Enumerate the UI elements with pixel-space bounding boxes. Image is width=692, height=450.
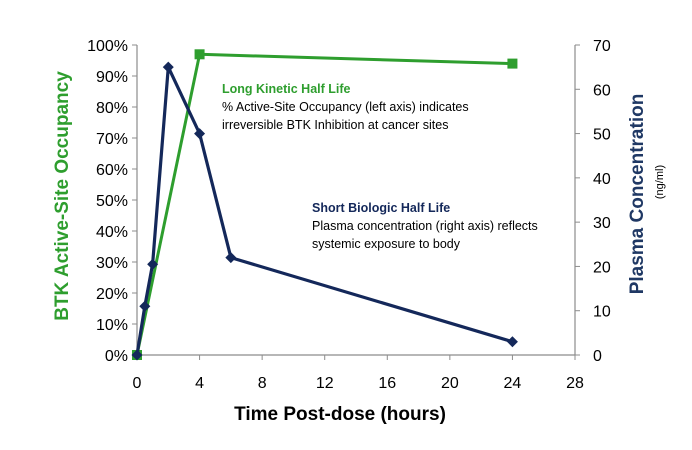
right-tick-label: 40 [593,171,611,188]
left-tick-label: 90% [96,69,128,86]
annotation-title: Long Kinetic Half Life [222,82,351,96]
right-axis-ticks: 0 10 20 30 40 50 60 70 [575,38,611,365]
data-point [131,349,143,361]
x-tick-label: 16 [378,375,396,392]
x-tick-label: 0 [133,375,142,392]
data-point [506,336,518,348]
x-axis-ticks: 0 4 8 12 16 20 24 28 [133,355,584,392]
left-tick-label: 80% [96,100,128,117]
left-tick-label: 30% [96,255,128,272]
left-tick-label: 40% [96,224,128,241]
annotation-title: Short Biologic Half Life [312,201,450,215]
y-axis-unit-right: (ng/ml) [654,165,666,199]
x-tick-label: 28 [566,375,584,392]
data-point [225,252,237,264]
data-point [147,258,159,270]
left-axis-ticks: 0% 10% 20% 30% 40% 50% 60% 70% 80% 90% 100% [87,38,137,365]
x-tick-label: 8 [258,375,267,392]
right-tick-label: 30 [593,215,611,232]
left-tick-label: 60% [96,162,128,179]
left-tick-label: 70% [96,131,128,148]
annotation-line: % Active-Site Occupancy (left axis) indi… [222,100,469,114]
right-tick-label: 20 [593,259,611,276]
left-tick-label: 10% [96,317,128,334]
series-layer [131,49,518,361]
annotation-line: Plasma concentration (right axis) reflec… [312,219,538,233]
right-tick-label: 50 [593,127,611,144]
x-tick-label: 12 [316,375,334,392]
data-point [162,61,174,73]
x-tick-label: 24 [504,375,522,392]
data-point [139,300,151,312]
x-axis-label: Time Post-dose (hours) [234,404,446,425]
x-tick-label: 4 [195,375,204,392]
data-point [194,49,205,60]
axes [136,45,576,356]
data-point [194,128,206,140]
left-tick-label: 100% [87,38,128,55]
left-tick-label: 20% [96,286,128,303]
annotation-short-biologic: Short Biologic Half Life Plasma concentr… [312,201,538,251]
y-axis-label-left: BTK Active-Site Occupancy [52,71,73,321]
annotation-line: systemic exposure to body [312,237,461,251]
right-tick-label: 0 [593,348,602,365]
right-tick-label: 70 [593,38,611,55]
right-tick-label: 10 [593,304,611,321]
right-tick-label: 60 [593,82,611,99]
x-tick-label: 20 [441,375,459,392]
left-tick-label: 0% [105,348,128,365]
data-point [507,58,518,69]
series-plasma [131,61,518,361]
y-axis-label-right: Plasma Concentration [627,94,648,295]
left-tick-label: 50% [96,193,128,210]
annotation-line: irreversible BTK Inhibition at cancer si… [222,118,448,132]
annotation-long-kinetic: Long Kinetic Half Life % Active-Site Occ… [222,82,469,132]
